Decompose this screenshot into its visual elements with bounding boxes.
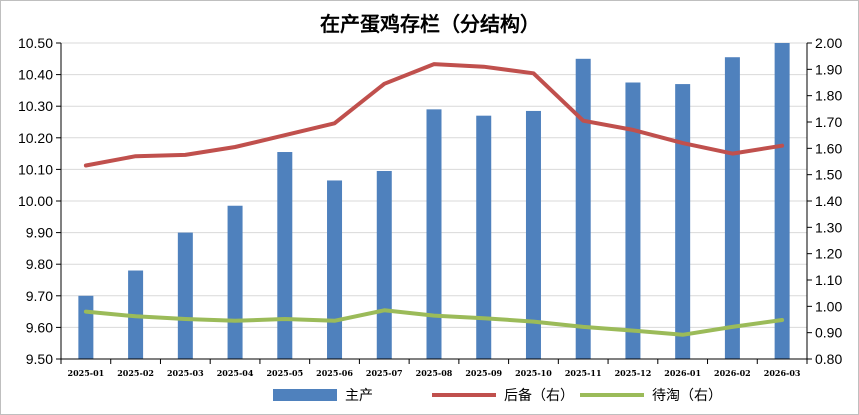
x-tick-label: 2025-05 xyxy=(266,368,303,378)
bar-layer xyxy=(78,43,790,360)
x-tick-label: 2026-03 xyxy=(764,368,801,378)
legend-label: 主产 xyxy=(345,388,373,404)
line-layer xyxy=(83,62,785,337)
bar-mark xyxy=(675,84,691,359)
x-tick-label: 2025-03 xyxy=(167,368,204,378)
chart-title: 在产蛋鸡存栏（分结构） xyxy=(320,12,540,36)
right-tick-label: 1.90 xyxy=(815,61,842,77)
bar-mark xyxy=(575,58,591,360)
right-tick-label: 1.50 xyxy=(815,167,842,183)
legend-label: 后备（右） xyxy=(504,387,574,404)
bar-mark xyxy=(227,205,243,359)
right-tick-label: 0.80 xyxy=(815,351,842,367)
bar-mark xyxy=(277,152,293,359)
right-tick-label: 1.20 xyxy=(815,246,842,262)
bar-mark xyxy=(426,109,442,359)
bar-mark xyxy=(177,232,193,359)
legend-label: 待淘（右） xyxy=(652,388,722,404)
legend-swatch xyxy=(273,389,337,401)
x-tick-label: 2025-10 xyxy=(515,368,552,378)
left-tick-label: 10.00 xyxy=(18,193,53,209)
bar-mark xyxy=(327,180,343,359)
left-tick-label: 9.70 xyxy=(26,288,53,304)
left-tick-label: 10.30 xyxy=(18,98,53,114)
x-tick-label: 2025-07 xyxy=(366,368,403,378)
x-tick-label: 2026-01 xyxy=(664,368,701,378)
left-tick-label: 10.50 xyxy=(18,35,53,51)
x-tick-label: 2025-04 xyxy=(217,368,254,378)
bar-mark xyxy=(525,110,541,359)
series-line xyxy=(83,308,785,337)
right-tick-label: 2.00 xyxy=(815,35,842,51)
x-tick-label: 2025-02 xyxy=(117,368,154,378)
right-tick-label: 1.30 xyxy=(815,219,842,235)
right-tick-label: 1.80 xyxy=(815,88,842,104)
left-tick-label: 9.50 xyxy=(26,351,53,367)
x-tick-label: 2025-01 xyxy=(68,368,105,378)
left-tick-label: 10.40 xyxy=(18,67,53,83)
left-tick-label: 9.60 xyxy=(26,319,53,335)
left-tick-label: 10.20 xyxy=(18,130,53,146)
left-tick-label: 9.90 xyxy=(26,225,53,241)
bar-mark xyxy=(78,295,94,359)
right-tick-label: 1.60 xyxy=(815,140,842,156)
bar-mark xyxy=(476,115,492,360)
left-tick-label: 9.80 xyxy=(26,256,53,272)
right-tick-label: 1.00 xyxy=(815,298,842,314)
right-tick-label: 1.70 xyxy=(815,114,842,130)
x-tick-label: 2025-08 xyxy=(416,368,453,378)
x-tick-label: 2026-02 xyxy=(714,368,751,378)
axis-layer: 9.50 9.60 9.70 9.80 9.90 10.00 10.10 10.20 10.30… xyxy=(18,35,843,378)
right-tick-label: 1.10 xyxy=(815,272,842,288)
x-tick-label: 2025-09 xyxy=(465,368,502,378)
series-line xyxy=(83,62,785,168)
right-tick-label: 1.40 xyxy=(815,193,842,209)
bar-mark xyxy=(376,170,392,359)
right-tick-label: 0.90 xyxy=(815,325,842,341)
x-tick-label: 2025-06 xyxy=(316,368,353,378)
left-tick-label: 10.10 xyxy=(18,161,53,177)
bar-mark xyxy=(625,82,641,359)
legend: 主产 后备（右） 待淘（右） xyxy=(273,387,722,404)
x-tick-label: 2025-12 xyxy=(615,368,652,378)
x-tick-label: 2025-11 xyxy=(565,368,602,378)
bar-mark xyxy=(724,57,740,359)
bar-mark xyxy=(774,43,790,359)
